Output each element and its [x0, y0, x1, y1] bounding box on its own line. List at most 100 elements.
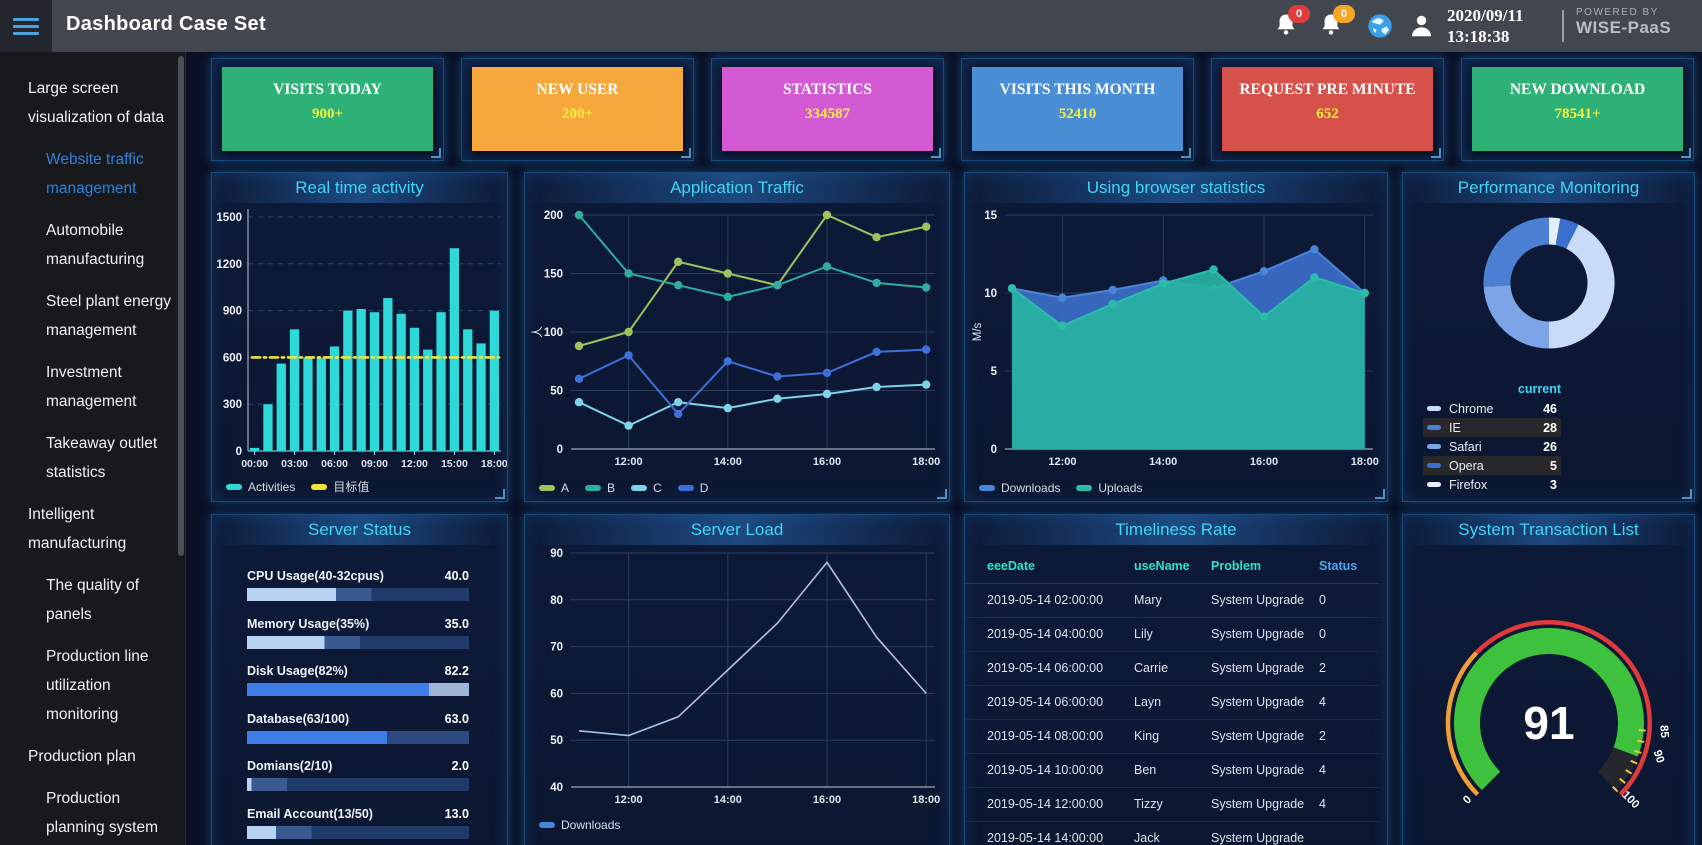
sidebar-item[interactable]: Production plan [28, 748, 136, 765]
svg-text:1500: 1500 [216, 212, 242, 224]
notification-bell-icon[interactable]: 0 [1272, 5, 1310, 41]
legend-item[interactable]: Activities [226, 480, 295, 494]
svg-text:12:00: 12:00 [615, 456, 643, 468]
stat-card-value: 652 [1316, 106, 1339, 122]
person-icon [1411, 15, 1432, 37]
svg-text:40: 40 [550, 782, 563, 794]
table-header-cell[interactable]: useName [1134, 559, 1190, 573]
svg-text:16:00: 16:00 [813, 456, 841, 468]
table-cell: King [1134, 729, 1160, 743]
table-cell: 2019-05-14 12:00:00 [987, 797, 1104, 811]
legend-row[interactable]: Firefox 3 [1423, 475, 1561, 494]
legend-item[interactable]: 目标值 [311, 478, 369, 495]
server-status-item: Email Account(13/50) 13.0 [247, 807, 469, 839]
sidebar-scrollbar[interactable] [178, 56, 184, 556]
svg-text:5: 5 [991, 366, 998, 378]
server-status-label: Email Account(13/50) [247, 806, 373, 821]
table-cell: 0 [1319, 593, 1326, 607]
svg-text:150: 150 [544, 269, 563, 281]
svg-text:06:00: 06:00 [321, 458, 348, 470]
svg-text:50: 50 [550, 735, 563, 747]
stat-card: VISITS THIS MONTH 52410 [972, 67, 1183, 151]
panel-title: Performance Monitoring [1403, 173, 1694, 203]
menu-icon[interactable] [0, 0, 52, 52]
table-row: 2019-05-14 10:00:00 Ben System Upgrade 4 [965, 753, 1379, 788]
table-header-cell[interactable]: Problem [1211, 559, 1262, 573]
legend-label: A [561, 481, 570, 495]
sidebar-item[interactable]: Investment management [46, 364, 137, 410]
svg-text:M/s: M/s [972, 322, 984, 341]
legend-row[interactable]: Safari 26 [1423, 437, 1561, 456]
globe-icon [1368, 14, 1392, 38]
sidebar-item[interactable]: Steel plant energy management [46, 293, 171, 339]
legend-item[interactable]: Downloads [539, 818, 620, 832]
table-cell: System Upgrade [1211, 627, 1305, 641]
chart-legend[interactable]: Activities 目标值 [226, 478, 369, 495]
alarm-bell-icon[interactable]: 0 [1317, 5, 1355, 41]
legend-item[interactable]: C [631, 481, 662, 495]
legend-marker-icon [1427, 444, 1441, 449]
chart-legend[interactable]: A B C D [539, 481, 708, 495]
legend-item[interactable]: A [539, 481, 569, 495]
sidebar-item[interactable]: Large screen visualization of data [28, 80, 165, 126]
table-cell: 2 [1319, 661, 1326, 675]
table-cell: 2019-05-14 08:00:00 [987, 729, 1104, 743]
table-header-cell[interactable]: eeeDate [987, 559, 1035, 573]
sidebar-item[interactable]: Automobile manufacturing [46, 222, 145, 268]
panel-real-time-activity: Real time activity 0 300 600 900 1200 1500 00:… [211, 172, 508, 502]
legend-row[interactable]: Chrome 46 [1423, 399, 1561, 418]
svg-text:70: 70 [550, 642, 563, 654]
server-status-value: 63.0 [444, 711, 469, 726]
legend-item[interactable]: Uploads [1076, 481, 1142, 495]
server-status-label: Database(63/100) [247, 711, 350, 726]
server-status-bar [247, 730, 469, 744]
server-status-item: Database(63/100) 63.0 [247, 712, 469, 744]
server-status-bars: CPU Usage(40-32cpus) 40.0 Memory Usage(35%… [212, 545, 507, 845]
legend-label: C [653, 481, 662, 495]
sidebar-item[interactable]: Takeaway outlet statistics [46, 435, 158, 481]
stat-card-panel: NEW DOWNLOAD 78541+ [1461, 58, 1694, 161]
sidebar-item[interactable]: The quality of panels [46, 577, 140, 623]
stat-card-value: 900+ [311, 106, 344, 122]
table-header-cell[interactable]: Status [1319, 559, 1358, 573]
svg-text:10: 10 [984, 288, 997, 300]
table-cell: Tizzy [1134, 797, 1163, 811]
legend-marker-icon [1427, 482, 1441, 487]
svg-text:16:00: 16:00 [1250, 456, 1278, 468]
sidebar-item[interactable]: Website traffic management [46, 151, 144, 197]
language-globe-icon[interactable] [1366, 12, 1396, 42]
panel-application-traffic: Application Traffic 0 50 100 150 200 人 12:00 14… [524, 172, 950, 502]
legend-item[interactable]: Downloads [979, 481, 1060, 495]
sidebar-item[interactable]: Production planning system [46, 790, 159, 836]
legend-label: Downloads [561, 818, 621, 832]
chart-legend[interactable]: Downloads Uploads [979, 481, 1142, 495]
table-row: 2019-05-14 06:00:00 Layn System Upgrade 4 [965, 685, 1379, 720]
table-cell: Mary [1134, 593, 1162, 607]
legend-marker-icon [585, 485, 602, 491]
table-cell: 2019-05-14 04:00:00 [987, 627, 1104, 641]
table-cell: Lily [1134, 627, 1153, 641]
panel-title: System Transaction List [1403, 515, 1694, 545]
chart-legend[interactable]: Downloads [539, 818, 620, 832]
svg-text:14:00: 14:00 [714, 794, 742, 806]
legend-item[interactable]: B [585, 481, 615, 495]
alarm-badge: 0 [1333, 5, 1355, 23]
stat-card-panel: STATISTICS 334587 [711, 58, 944, 161]
legend-item[interactable]: D [677, 481, 708, 495]
svg-text:1200: 1200 [216, 259, 242, 271]
table-cell: 2019-05-14 14:00:00 [987, 831, 1104, 845]
stat-card: STATISTICS 334587 [722, 67, 933, 151]
stat-card-panel: VISITS THIS MONTH 52410 [961, 58, 1194, 161]
svg-text:300: 300 [223, 399, 242, 411]
sidebar-item[interactable]: Intelligent manufacturing [28, 506, 127, 552]
user-avatar-icon[interactable] [1408, 12, 1438, 42]
legend-row[interactable]: IE 28 [1423, 418, 1561, 437]
svg-text:60: 60 [550, 688, 563, 700]
stat-card-panel: NEW USER 200+ [461, 58, 694, 161]
sidebar-item[interactable]: Production line utilization monitoring [46, 648, 149, 723]
legend-marker-icon [1427, 463, 1441, 468]
legend-row[interactable]: Opera 5 [1423, 456, 1561, 475]
legend-marker-icon [1427, 406, 1441, 411]
svg-text:15:00: 15:00 [441, 458, 468, 470]
table-cell: System Upgrade [1211, 797, 1305, 811]
